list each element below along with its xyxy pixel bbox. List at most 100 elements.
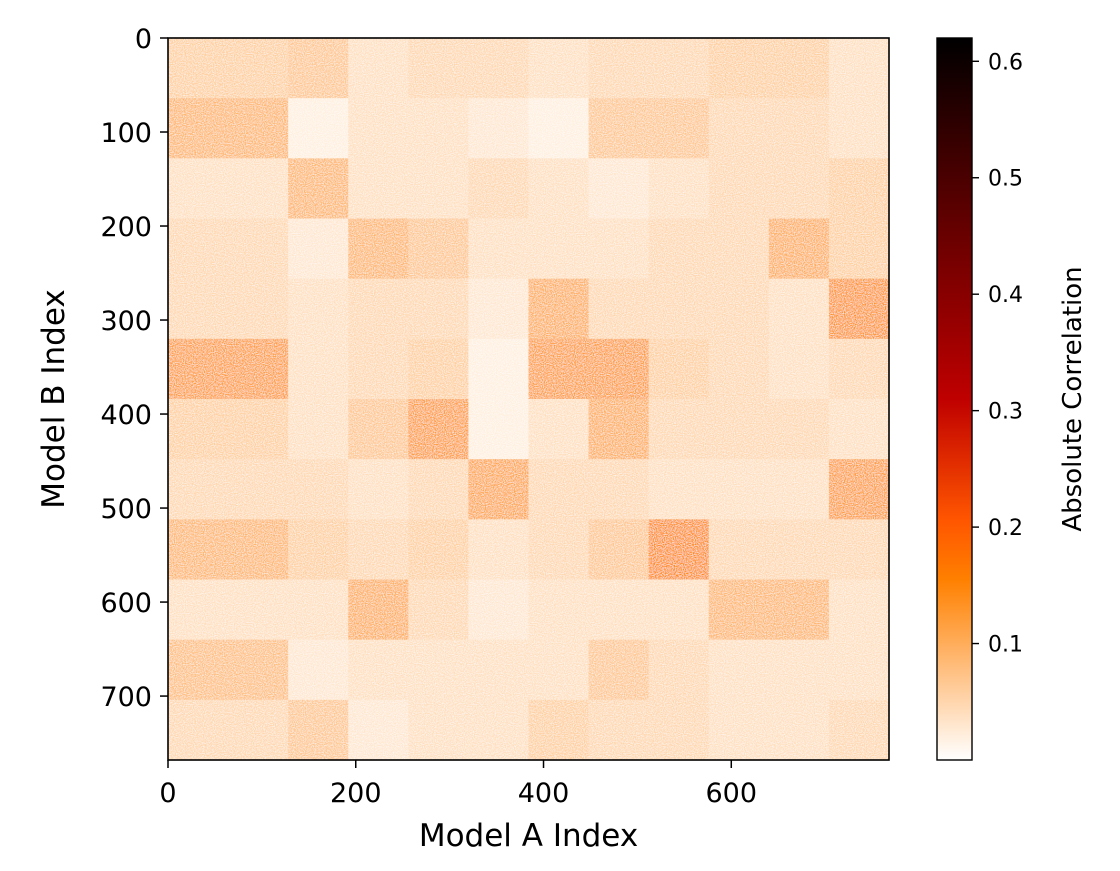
heatmap-cell — [228, 639, 289, 701]
heatmap-cell — [708, 158, 770, 220]
heatmap-cell — [288, 699, 349, 761]
heatmap-cell — [708, 399, 770, 460]
y-tick-label: 200 — [100, 212, 152, 243]
heatmap-cell — [468, 699, 530, 761]
heatmap-cell — [528, 519, 590, 581]
heatmap-cell — [348, 38, 409, 99]
heatmap-cell — [588, 218, 650, 280]
heatmap-cell — [828, 579, 890, 641]
heatmap-cell — [408, 459, 470, 520]
heatmap-cell — [708, 639, 770, 701]
heatmap-cell — [348, 218, 409, 280]
heatmap-cell — [648, 459, 710, 520]
heatmap-cell — [648, 338, 710, 400]
heatmap-cell — [228, 278, 289, 340]
heatmap-cell — [528, 278, 590, 340]
heatmap-cell — [648, 38, 710, 99]
heatmap-cell — [528, 459, 590, 520]
heatmap-cell — [708, 98, 770, 159]
heatmap-cell — [648, 98, 710, 159]
heatmap-cell — [708, 459, 770, 520]
heatmap-cell — [468, 98, 530, 159]
heatmap-cell — [408, 98, 470, 159]
y-tick-label: 300 — [100, 306, 152, 337]
heatmap-cell — [528, 338, 590, 400]
heatmap-cell — [588, 699, 650, 761]
heatmap-cell — [168, 699, 229, 761]
heatmap-cell — [768, 218, 830, 280]
heatmap-cell — [228, 699, 289, 761]
heatmap-cell — [348, 699, 409, 761]
heatmap-cell — [708, 699, 770, 761]
y-tick-label: 0 — [135, 24, 152, 55]
heatmap-cell — [828, 218, 890, 280]
heatmap-cell — [648, 399, 710, 460]
heatmap-cell — [408, 338, 470, 400]
heatmap-cell — [588, 98, 650, 159]
heatmap-cell — [288, 158, 349, 220]
x-tick-label: 200 — [330, 778, 382, 809]
heatmap-cell — [288, 98, 349, 159]
y-axis: 0 100 200 300 400 500 600 700 — [100, 24, 168, 713]
heatmap-cell — [348, 459, 409, 520]
heatmap-cell — [468, 218, 530, 280]
heatmap-cell — [828, 158, 890, 220]
colorbar-tick-label: 0.5 — [988, 167, 1023, 192]
heatmap-cell — [228, 399, 289, 460]
heatmap-cell — [828, 639, 890, 701]
x-axis: 0 200 400 600 — [159, 760, 757, 809]
heatmap-cell — [408, 699, 470, 761]
heatmap-cell — [768, 38, 830, 99]
heatmap-cell — [288, 218, 349, 280]
heatmap-cell — [768, 278, 830, 340]
heatmap-cell — [228, 158, 289, 220]
heatmap-cell — [648, 519, 710, 581]
heatmap-cell — [468, 399, 530, 460]
heatmap-cell — [528, 98, 590, 159]
heatmap-cell — [528, 218, 590, 280]
heatmap-cell — [768, 579, 830, 641]
heatmap-cell — [168, 218, 229, 280]
heatmap-cell — [648, 639, 710, 701]
heatmap-cell — [168, 459, 229, 520]
heatmap-cell — [168, 338, 229, 400]
heatmap-cell — [468, 278, 530, 340]
heatmap-cell — [588, 519, 650, 581]
heatmap-cell — [408, 579, 470, 641]
colorbar-tick-label: 0.3 — [988, 400, 1023, 425]
heatmap-cell — [168, 579, 229, 641]
heatmap-cell — [828, 399, 890, 460]
heatmap-cell — [288, 278, 349, 340]
heatmap-cell — [768, 699, 830, 761]
heatmap-cell — [708, 218, 770, 280]
heatmap-cell — [708, 338, 770, 400]
heatmap-cell — [408, 519, 470, 581]
heatmap-cell — [168, 98, 229, 159]
heatmap-cell — [288, 519, 349, 581]
heatmap-cells — [168, 38, 890, 761]
y-tick-label: 500 — [100, 494, 152, 525]
heatmap-cell — [768, 338, 830, 400]
heatmap-cell — [228, 519, 289, 581]
heatmap-cell — [528, 699, 590, 761]
heatmap-cell — [648, 579, 710, 641]
heatmap-cell — [768, 459, 830, 520]
colorbar-tick-label: 0.1 — [988, 633, 1023, 658]
colorbar-tick-label: 0.6 — [988, 50, 1023, 75]
heatmap-cell — [468, 158, 530, 220]
heatmap-cell — [648, 278, 710, 340]
colorbar-label: Absolute Correlation — [1058, 266, 1088, 531]
heatmap-cell — [768, 639, 830, 701]
heatmap-cell — [288, 459, 349, 520]
heatmap-cell — [588, 338, 650, 400]
heatmap-cell — [468, 579, 530, 641]
heatmap-cell — [408, 218, 470, 280]
heatmap-cell — [408, 639, 470, 701]
heatmap-cell — [168, 278, 229, 340]
heatmap-cell — [708, 519, 770, 581]
heatmap-cell — [588, 278, 650, 340]
heatmap-cell — [768, 519, 830, 581]
heatmap-cell — [828, 338, 890, 400]
